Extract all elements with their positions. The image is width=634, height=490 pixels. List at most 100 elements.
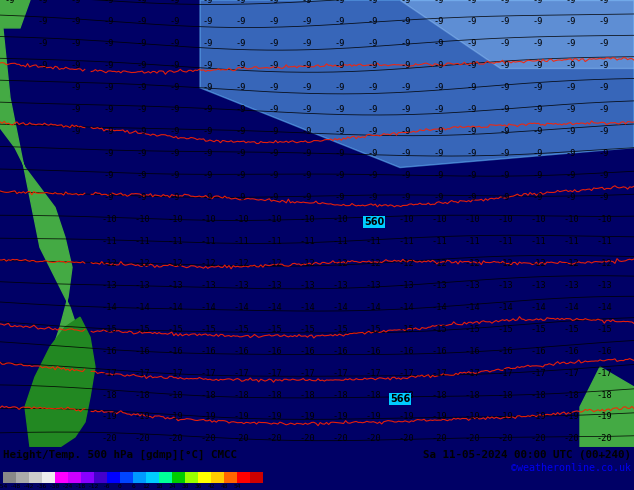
Text: -9: -9 xyxy=(467,18,477,26)
Text: -17: -17 xyxy=(464,368,480,378)
Text: -14: -14 xyxy=(431,303,447,312)
Text: -15: -15 xyxy=(464,325,480,334)
Text: -19: -19 xyxy=(563,413,579,421)
Text: -19: -19 xyxy=(497,413,513,421)
Text: -9: -9 xyxy=(137,149,147,158)
Text: -9: -9 xyxy=(598,193,609,202)
Bar xyxy=(185,472,198,483)
Bar xyxy=(133,472,146,483)
Text: -14: -14 xyxy=(365,303,381,312)
Text: -9: -9 xyxy=(302,127,313,136)
Text: -20: -20 xyxy=(431,435,447,443)
Text: -14: -14 xyxy=(134,303,150,312)
Text: -9: -9 xyxy=(203,149,213,158)
Text: -9: -9 xyxy=(368,61,378,71)
Text: -9: -9 xyxy=(500,171,510,180)
Text: -9: -9 xyxy=(598,0,609,4)
Text: -9: -9 xyxy=(104,18,114,26)
Text: -17: -17 xyxy=(299,368,315,378)
Text: -19: -19 xyxy=(332,413,348,421)
Text: -11: -11 xyxy=(398,237,414,246)
Bar xyxy=(55,472,68,483)
Text: -10: -10 xyxy=(266,215,282,224)
Text: -11: -11 xyxy=(233,237,249,246)
Text: -9: -9 xyxy=(170,0,180,4)
Text: -10: -10 xyxy=(563,215,579,224)
Text: -9: -9 xyxy=(104,105,114,114)
Text: -9: -9 xyxy=(137,0,147,4)
Text: -19: -19 xyxy=(200,413,216,421)
Text: -12: -12 xyxy=(596,259,612,268)
Text: -10: -10 xyxy=(497,215,513,224)
Text: -9: -9 xyxy=(335,193,346,202)
Text: -13: -13 xyxy=(266,281,282,290)
Text: -16: -16 xyxy=(497,346,513,356)
Text: -20: -20 xyxy=(464,435,480,443)
Text: -9: -9 xyxy=(170,127,180,136)
Text: -19: -19 xyxy=(167,413,183,421)
Text: -10: -10 xyxy=(596,215,612,224)
Text: -9: -9 xyxy=(368,171,378,180)
Text: -9: -9 xyxy=(137,171,147,180)
Text: -9: -9 xyxy=(533,149,543,158)
Text: -9: -9 xyxy=(269,18,279,26)
Text: -9: -9 xyxy=(269,193,279,202)
Text: -19: -19 xyxy=(101,413,117,421)
Text: -13: -13 xyxy=(464,281,480,290)
Text: -9: -9 xyxy=(401,18,411,26)
Text: -9: -9 xyxy=(598,171,609,180)
Text: -9: -9 xyxy=(434,105,444,114)
Text: -17: -17 xyxy=(596,368,612,378)
Text: -14: -14 xyxy=(101,303,117,312)
Text: -12: -12 xyxy=(101,259,117,268)
Text: -15: -15 xyxy=(266,325,282,334)
Text: -9: -9 xyxy=(500,149,510,158)
Text: -9: -9 xyxy=(104,149,114,158)
Text: -18: -18 xyxy=(233,391,249,399)
Text: -11: -11 xyxy=(299,237,315,246)
Text: -9: -9 xyxy=(533,39,543,49)
Text: -20: -20 xyxy=(530,435,546,443)
Text: -9: -9 xyxy=(566,105,576,114)
Text: -12: -12 xyxy=(497,259,513,268)
Text: -9: -9 xyxy=(137,39,147,49)
Text: -18: -18 xyxy=(332,391,348,399)
Text: -14: -14 xyxy=(563,303,579,312)
Text: -12: -12 xyxy=(431,259,447,268)
Text: -20: -20 xyxy=(596,435,612,443)
Text: -9: -9 xyxy=(467,83,477,92)
Text: -9: -9 xyxy=(500,83,510,92)
Text: -13: -13 xyxy=(233,281,249,290)
Text: -9: -9 xyxy=(236,39,246,49)
Text: -9: -9 xyxy=(203,83,213,92)
Text: -13: -13 xyxy=(497,281,513,290)
Text: -14: -14 xyxy=(596,303,612,312)
Text: 24: 24 xyxy=(168,484,176,489)
Text: -12: -12 xyxy=(134,259,150,268)
Text: -9: -9 xyxy=(38,18,48,26)
Text: -15: -15 xyxy=(200,325,216,334)
Text: -13: -13 xyxy=(530,281,546,290)
Text: -9: -9 xyxy=(302,171,313,180)
Text: -9: -9 xyxy=(170,39,180,49)
Text: -9: -9 xyxy=(137,18,147,26)
Text: -13: -13 xyxy=(365,281,381,290)
Text: -15: -15 xyxy=(563,325,579,334)
Text: -12: -12 xyxy=(200,259,216,268)
Text: -9: -9 xyxy=(104,61,114,71)
Text: -9: -9 xyxy=(500,127,510,136)
Text: -9: -9 xyxy=(269,149,279,158)
Text: -9: -9 xyxy=(71,127,81,136)
Text: -9: -9 xyxy=(401,83,411,92)
Text: -16: -16 xyxy=(398,346,414,356)
Text: -20: -20 xyxy=(332,435,348,443)
Text: -12: -12 xyxy=(332,259,348,268)
Text: -9: -9 xyxy=(203,127,213,136)
Text: -9: -9 xyxy=(269,61,279,71)
Text: -18: -18 xyxy=(530,391,546,399)
Text: 566: 566 xyxy=(390,394,410,404)
Text: -15: -15 xyxy=(299,325,315,334)
Text: -9: -9 xyxy=(566,193,576,202)
Text: -15: -15 xyxy=(596,325,612,334)
Text: -15: -15 xyxy=(134,325,150,334)
